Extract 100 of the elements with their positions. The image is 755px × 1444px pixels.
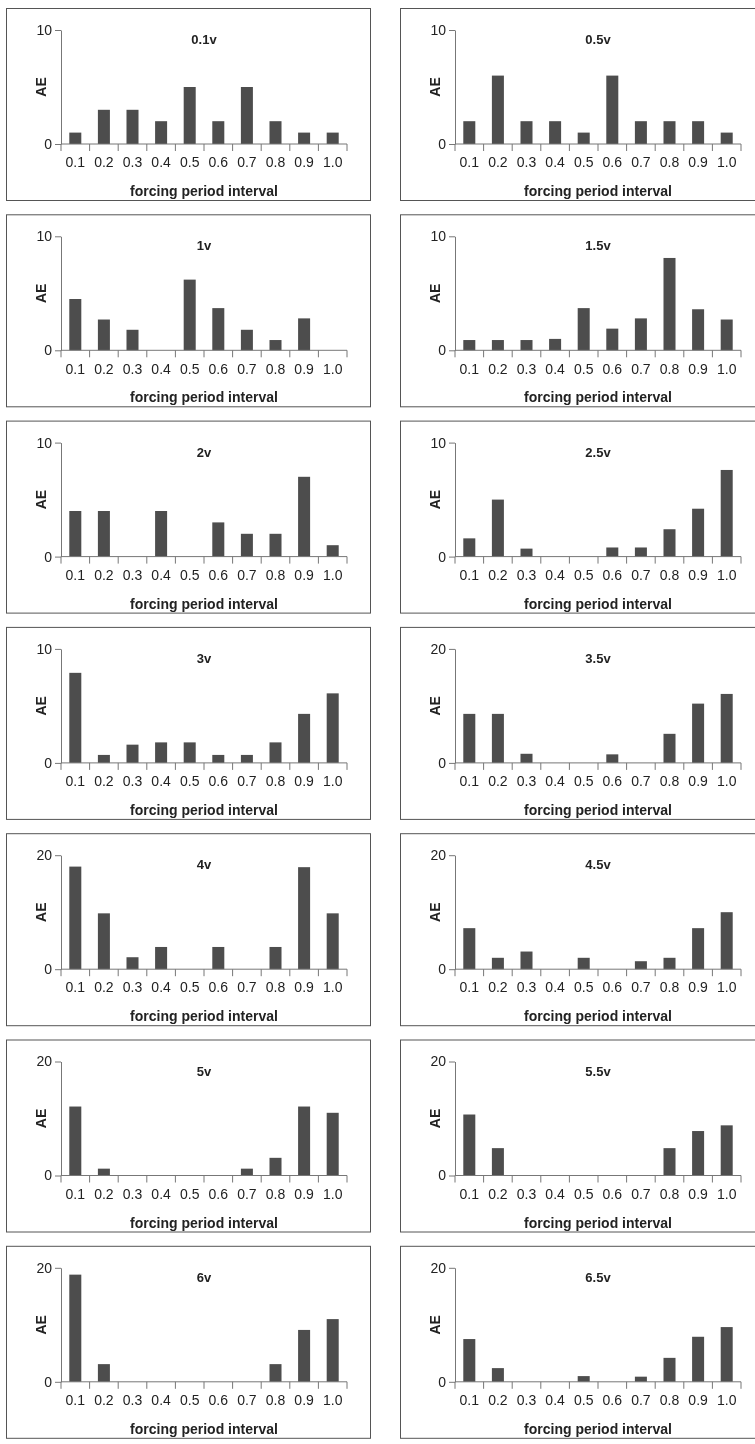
x-tick-label: 0.4: [545, 154, 566, 171]
x-tick-label: 0.4: [545, 1392, 566, 1409]
bar: [663, 529, 676, 557]
x-tick-label: 0.9: [294, 979, 315, 996]
y-axis-title: AE: [427, 902, 443, 922]
y-tick-label: 10: [36, 228, 53, 245]
x-tick-label: 0.9: [688, 154, 709, 171]
bar: [269, 946, 282, 970]
bar: [491, 713, 504, 763]
y-axis-title: AE: [33, 902, 49, 922]
bar: [298, 713, 311, 763]
y-axis-title: AE: [427, 489, 443, 510]
bar: [463, 1339, 476, 1382]
bar: [298, 1106, 311, 1176]
y-tick-label: 0: [44, 1373, 53, 1390]
bar: [577, 308, 590, 351]
bar: [463, 713, 476, 763]
x-tick-label: 0.3: [122, 154, 143, 171]
x-tick-label: 1.0: [322, 360, 343, 377]
x-tick-label: 0.2: [488, 979, 508, 996]
x-tick-label: 0.2: [94, 773, 114, 790]
x-tick-label: 0.7: [237, 773, 257, 790]
y-tick-label: 10: [36, 640, 53, 657]
x-tick-label: 0.8: [265, 773, 286, 790]
y-axis-title: AE: [427, 696, 443, 716]
x-tick-label: 0.6: [208, 773, 229, 790]
x-tick-label: 0.9: [294, 773, 315, 790]
x-axis-title: forcing period interval: [130, 1420, 278, 1437]
bar: [155, 511, 168, 557]
x-tick-label: 0.1: [459, 773, 480, 790]
bar: [606, 547, 619, 557]
x-tick-label: 0.7: [237, 1392, 257, 1409]
bar: [212, 121, 225, 144]
x-tick-label: 0.7: [631, 566, 651, 583]
x-tick-label: 0.9: [294, 360, 315, 377]
bar: [69, 511, 82, 557]
y-tick-label: 10: [36, 21, 53, 38]
bar: [326, 545, 339, 557]
x-tick-label: 0.7: [631, 1392, 651, 1409]
bar: [491, 340, 504, 351]
x-tick-label: 0.1: [459, 979, 480, 996]
bar: [720, 319, 733, 351]
chart-title: 6.5v: [585, 1269, 612, 1285]
bar: [520, 753, 533, 763]
x-tick-label: 0.1: [459, 154, 480, 171]
bar: [663, 1148, 676, 1176]
x-tick-label: 0.5: [573, 1392, 594, 1409]
bar: [69, 672, 82, 763]
bar: [155, 742, 168, 763]
x-axis-title: forcing period interval: [524, 801, 672, 818]
x-tick-label: 0.1: [459, 566, 480, 583]
x-axis-title: forcing period interval: [524, 1008, 672, 1025]
bar: [97, 511, 110, 557]
x-tick-label: 0.9: [688, 566, 709, 583]
bar: [491, 1368, 504, 1382]
y-axis-title: AE: [427, 283, 443, 304]
x-tick-label: 0.8: [659, 154, 680, 171]
y-tick-label: 20: [36, 847, 53, 864]
bar: [183, 742, 196, 763]
x-tick-label: 0.7: [631, 154, 651, 171]
x-tick-label: 0.1: [65, 154, 86, 171]
bar: [463, 1114, 476, 1176]
bar: [298, 318, 311, 351]
bar: [97, 319, 110, 351]
bar: [240, 329, 253, 351]
bar: [692, 1336, 705, 1382]
bar: [692, 928, 705, 970]
y-tick-label: 20: [36, 1053, 53, 1070]
y-tick-label: 0: [438, 135, 447, 152]
y-axis-title: AE: [33, 1108, 49, 1129]
bar: [491, 75, 504, 144]
x-tick-label: 0.3: [122, 773, 143, 790]
bar: [720, 693, 733, 763]
x-tick-label: 0.2: [94, 979, 114, 996]
x-tick-label: 0.4: [151, 1392, 172, 1409]
y-axis-title: AE: [33, 696, 49, 716]
x-tick-label: 1.0: [716, 773, 737, 790]
x-tick-label: 0.3: [122, 979, 143, 996]
y-axis-title: AE: [427, 1108, 443, 1129]
y-axis-title: AE: [33, 1315, 49, 1335]
x-tick-label: 1.0: [716, 1392, 737, 1409]
x-tick-label: 0.5: [573, 360, 594, 377]
x-axis-title: forcing period interval: [130, 595, 278, 612]
bar: [634, 121, 647, 144]
bar: [298, 476, 311, 557]
bar: [269, 1364, 282, 1382]
x-axis-title: forcing period interval: [130, 183, 278, 199]
x-tick-label: 0.4: [151, 566, 172, 583]
y-tick-label: 10: [430, 434, 447, 451]
x-tick-label: 0.5: [179, 773, 200, 790]
bar: [212, 308, 225, 351]
bar: [97, 109, 110, 144]
x-tick-label: 0.3: [122, 566, 143, 583]
x-tick-label: 0.4: [545, 566, 566, 583]
x-axis-title: forcing period interval: [524, 389, 672, 406]
x-tick-label: 0.1: [65, 773, 86, 790]
y-tick-label: 0: [44, 1167, 53, 1184]
bar: [183, 279, 196, 351]
bar: [491, 499, 504, 557]
x-tick-label: 0.8: [265, 360, 286, 377]
